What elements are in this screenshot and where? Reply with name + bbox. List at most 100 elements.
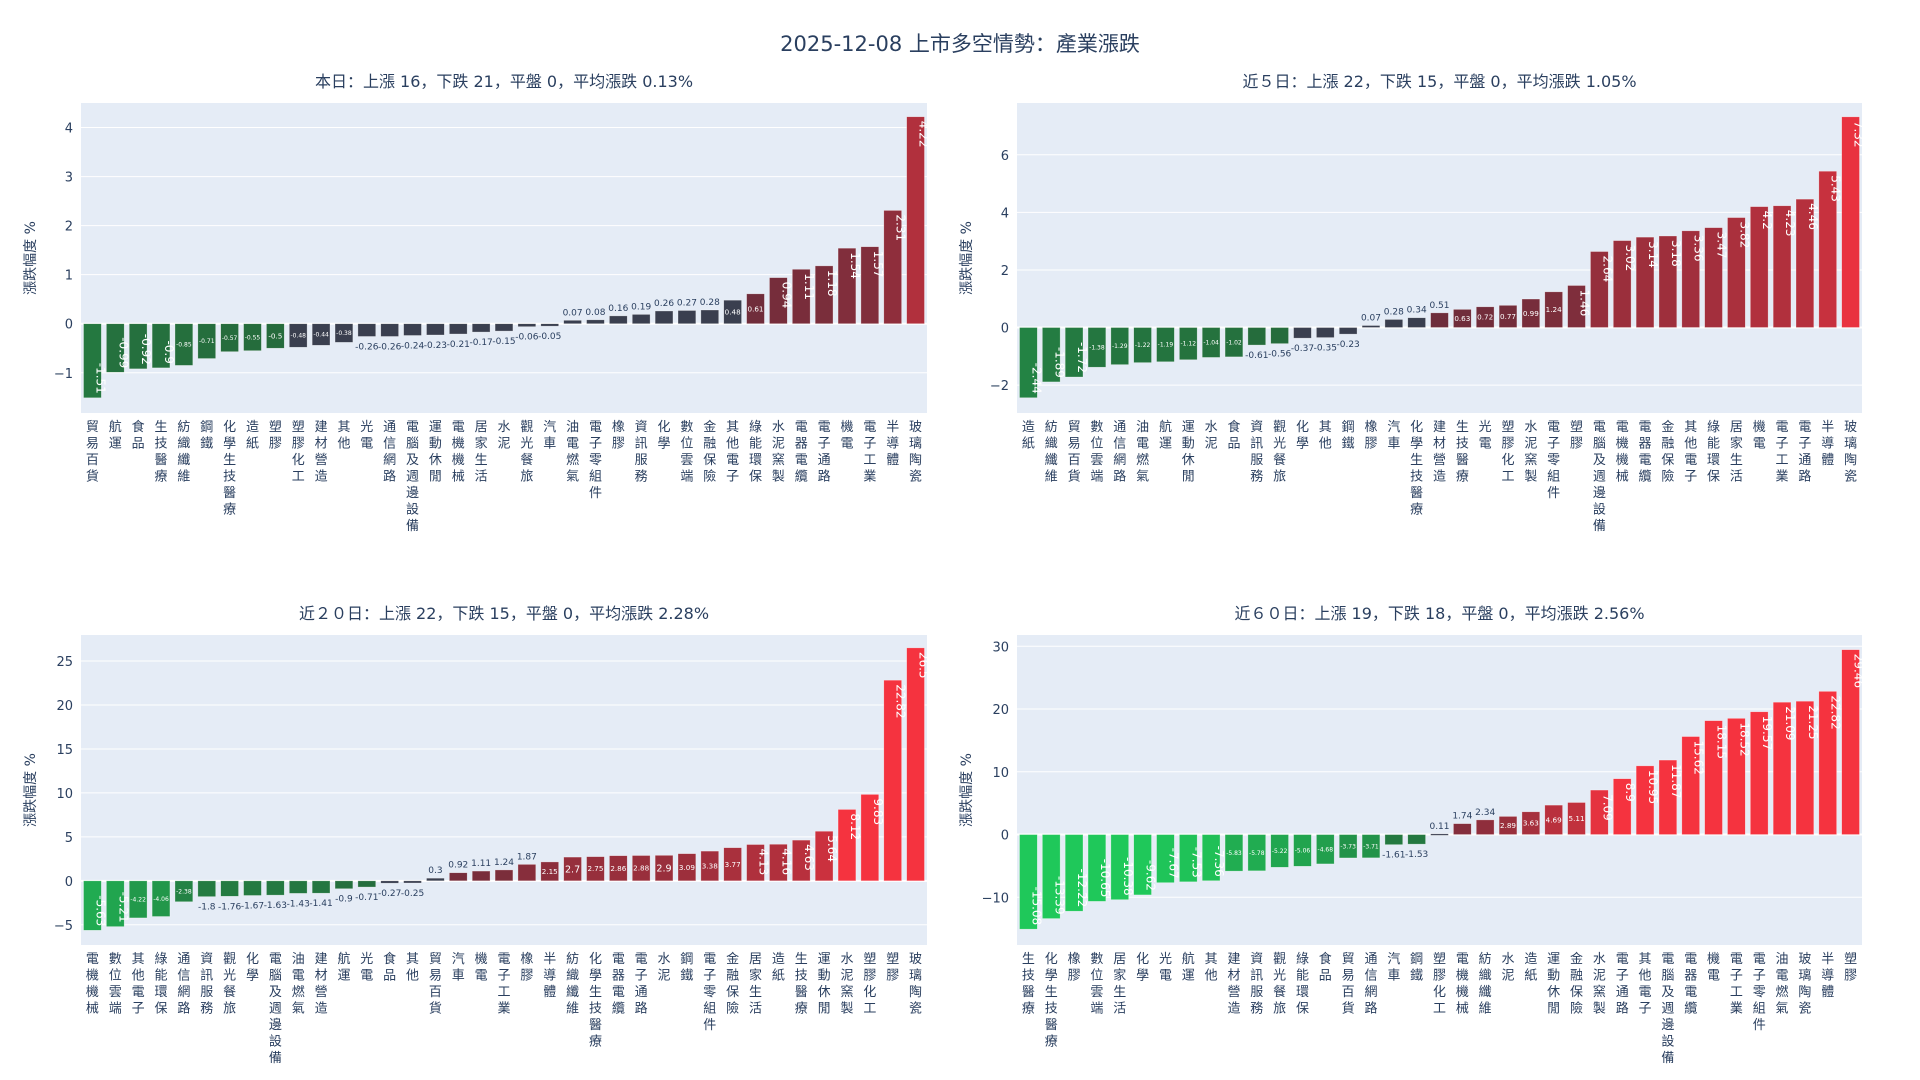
data-label: 0.28 — [1384, 307, 1404, 317]
data-label: 5.11 — [1569, 814, 1585, 823]
bar-其他電子 — [723, 299, 742, 325]
y-tick-label: 10 — [992, 766, 1009, 781]
data-label: 5.64 — [825, 835, 839, 862]
bar-電腦及週邊設備 — [1658, 759, 1678, 835]
bar-玻璃陶瓷 — [1841, 116, 1860, 328]
bar-建材營造 — [1224, 834, 1244, 872]
bar-造紙 — [1019, 327, 1038, 399]
data-label: -0.9 — [335, 895, 353, 905]
x-tick-label: 電腦及週邊設備 — [1593, 420, 1606, 534]
plot-area — [81, 635, 927, 945]
x-tick-label: 紡織纖維 — [1045, 420, 1058, 485]
bar-綠能環保 — [1704, 227, 1723, 328]
data-label: -0.44 — [313, 332, 329, 339]
x-tick-label: 其他 — [337, 420, 350, 452]
data-label: -0.17 — [469, 338, 492, 348]
x-tick-label: 電子工業 — [1776, 420, 1789, 485]
x-tick-label: 數位雲端 — [1090, 952, 1103, 1017]
data-label: -15.08 — [1029, 886, 1043, 925]
data-label: 2.31 — [894, 214, 908, 241]
data-label: 0.27 — [677, 298, 697, 308]
bar-機電 — [1704, 720, 1723, 835]
bar-水泥窯製 — [1521, 298, 1541, 328]
bar-塑膠 — [883, 679, 902, 882]
x-tick-label: 數位雲端 — [109, 952, 122, 1017]
data-label: 19.57 — [1760, 716, 1774, 750]
bar-居家生活 — [1110, 834, 1129, 900]
x-tick-label: 電器電纜 — [1639, 420, 1652, 485]
data-label: 4.22 — [917, 121, 931, 148]
data-label: 26.5 — [917, 652, 931, 679]
x-tick-label: 機電 — [475, 952, 488, 984]
bar-資訊服務 — [1247, 327, 1267, 346]
data-label: 4.63 — [802, 844, 816, 871]
x-tick-label: 汽車 — [452, 952, 465, 984]
x-tick-label: 水泥窯製 — [1593, 952, 1606, 1017]
data-label: 0.61 — [748, 304, 764, 313]
x-tick-label: 塑膠化工 — [1502, 420, 1515, 485]
x-tick-label: 運動休閒 — [429, 420, 442, 485]
data-label: 0.16 — [608, 304, 628, 314]
bar-資訊服務 — [631, 314, 651, 325]
bar-汽車 — [1384, 834, 1404, 845]
x-tick-label: 食品 — [1227, 419, 1240, 452]
data-label: -1.04 — [1203, 340, 1219, 347]
data-label: -0.15 — [492, 337, 515, 347]
x-tick-label: 電子通路 — [818, 420, 831, 485]
x-tick-label: 玻璃陶瓷 — [1844, 420, 1857, 485]
x-tick-label: 油電燃氣 — [566, 420, 579, 485]
data-label: -0.56 — [1268, 350, 1292, 360]
x-tick-label: 貿易百貨 — [1342, 952, 1355, 1017]
x-tick-label: 生技醫療 — [1456, 420, 1469, 485]
bar-金融保險 — [700, 309, 720, 325]
bar-化學 — [1293, 327, 1312, 339]
data-label: 3.63 — [1523, 819, 1539, 828]
data-label: 0.51 — [1429, 301, 1449, 311]
bar-資訊服務 — [197, 880, 216, 897]
x-tick-label: 居家生活 — [1113, 952, 1126, 1017]
x-tick-label: 綠能環保 — [1296, 952, 1309, 1017]
bar-其他 — [334, 323, 354, 343]
bar-油電燃氣 — [288, 880, 308, 894]
x-tick-label: 電子通路 — [1798, 420, 1811, 485]
bar-居家生活 — [1727, 217, 1746, 328]
bar-電器電纜 — [792, 268, 811, 325]
x-tick-label: 電子零組件 — [703, 952, 716, 1033]
bar-電子通路 — [814, 265, 834, 325]
data-label: -5.78 — [1249, 850, 1265, 857]
x-tick-label: 機電 — [840, 420, 853, 452]
bar-電子工業 — [494, 869, 514, 882]
data-label: 1.24 — [494, 858, 514, 868]
x-tick-label: 油電燃氣 — [1136, 420, 1149, 485]
x-tick-label: 水泥 — [658, 952, 671, 984]
x-tick-label: 電器電纜 — [612, 952, 625, 1017]
bar-紡織纖維 — [1042, 327, 1061, 383]
data-label: -5.83 — [1226, 850, 1242, 857]
data-label: 18.52 — [1737, 722, 1751, 756]
bar-生技醫療 — [1453, 309, 1472, 328]
data-label: 2.15 — [542, 867, 558, 876]
data-label: -0.24 — [401, 342, 425, 352]
data-label: 8.9 — [1623, 783, 1637, 802]
x-tick-label: 橡膠 — [520, 952, 533, 984]
data-label: 3.14 — [1646, 241, 1660, 268]
data-label: -5.63 — [93, 895, 107, 926]
data-label: 1.24 — [1546, 305, 1562, 314]
data-label: 3.38 — [702, 861, 718, 870]
y-tick-label: 10 — [56, 787, 73, 802]
data-label: -0.27 — [378, 889, 401, 899]
bar-其他 — [403, 880, 422, 884]
x-tick-label: 玻璃陶瓷 — [909, 420, 922, 485]
x-tick-label: 造紙 — [772, 952, 785, 984]
x-tick-label: 化學生技醫療 — [1410, 420, 1423, 518]
bar-機電 — [837, 247, 857, 325]
data-label: 3.36 — [1692, 235, 1706, 262]
bar-航運 — [106, 323, 125, 373]
data-label: -0.55 — [245, 334, 261, 341]
data-label: 1.74 — [1452, 812, 1472, 822]
data-label: -13.39 — [1052, 876, 1066, 915]
data-label: -0.99 — [116, 337, 130, 368]
bar-電器電纜 — [1681, 736, 1700, 835]
data-label: 2.7 — [565, 864, 580, 875]
